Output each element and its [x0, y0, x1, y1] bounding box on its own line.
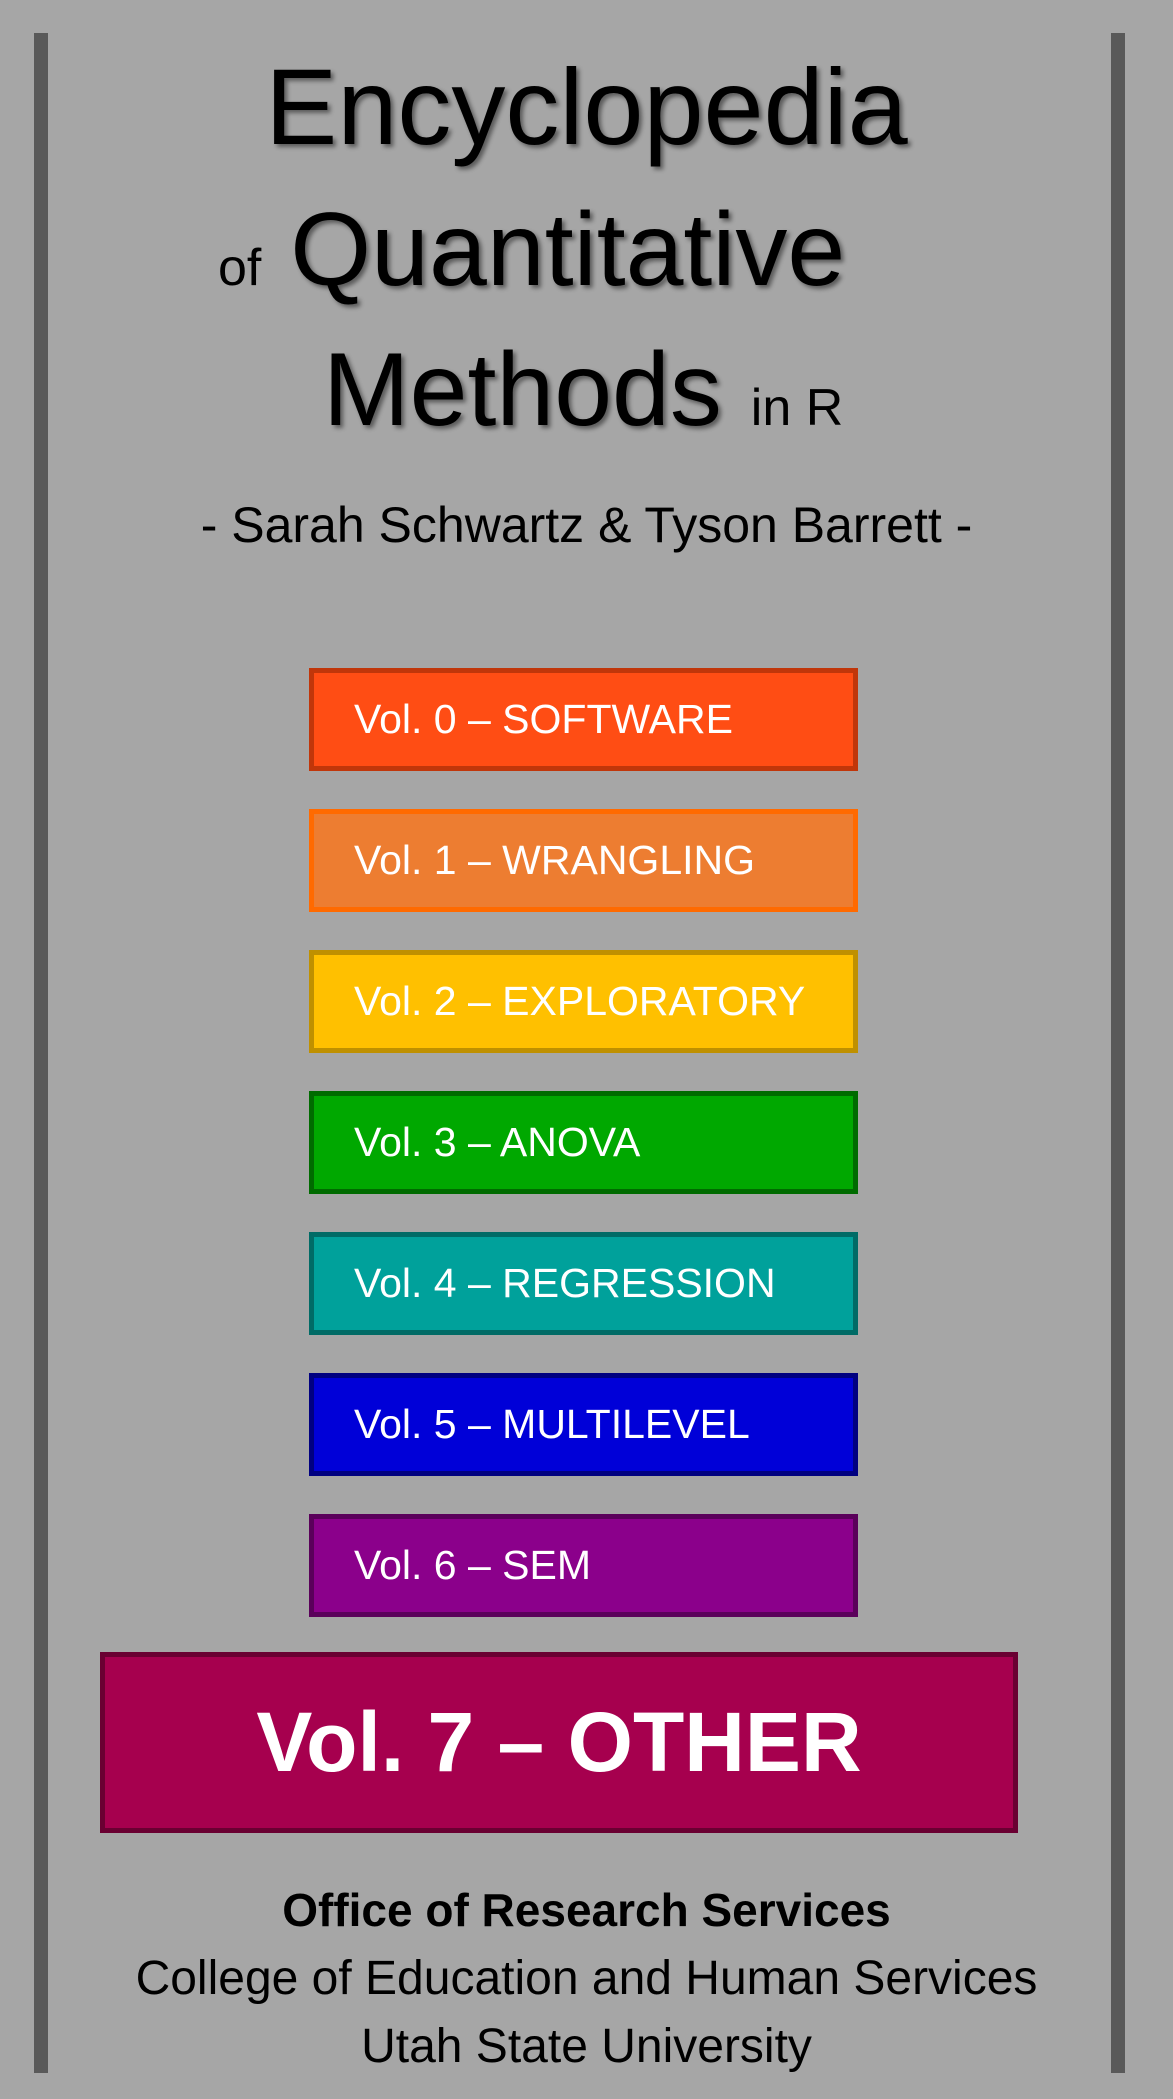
title-line-1: Encyclopedia: [0, 42, 1173, 172]
title-of: of: [218, 239, 262, 297]
volume-7-featured-button[interactable]: Vol. 7 – OTHER: [100, 1652, 1018, 1833]
title-methods: Methods: [323, 332, 722, 448]
office-name: Office of Research Services: [282, 1884, 891, 1936]
left-border-bar: [34, 33, 48, 2073]
title-quantitative: Quantitative: [290, 192, 846, 308]
volume-4-button[interactable]: Vol. 4 – REGRESSION: [309, 1232, 858, 1335]
authors: - Sarah Schwartz & Tyson Barrett -: [200, 497, 973, 553]
college-name: College of Education and Human Services: [135, 1952, 1038, 2005]
volume-0-button[interactable]: Vol. 0 – SOFTWARE: [309, 668, 858, 771]
title-in-r: in R: [750, 379, 844, 437]
volume-1-button[interactable]: Vol. 1 – WRANGLING: [309, 809, 858, 912]
university-name: Utah State University: [361, 2020, 812, 2073]
volume-3-button[interactable]: Vol. 3 – ANOVA: [309, 1091, 858, 1194]
volume-2-button[interactable]: Vol. 2 – EXPLORATORY: [309, 950, 858, 1053]
volume-6-button[interactable]: Vol. 6 – SEM: [309, 1514, 858, 1617]
right-border-bar: [1111, 33, 1125, 2073]
title-encyclopedia: Encyclopedia: [265, 46, 908, 167]
volume-5-button[interactable]: Vol. 5 – MULTILEVEL: [309, 1373, 858, 1476]
